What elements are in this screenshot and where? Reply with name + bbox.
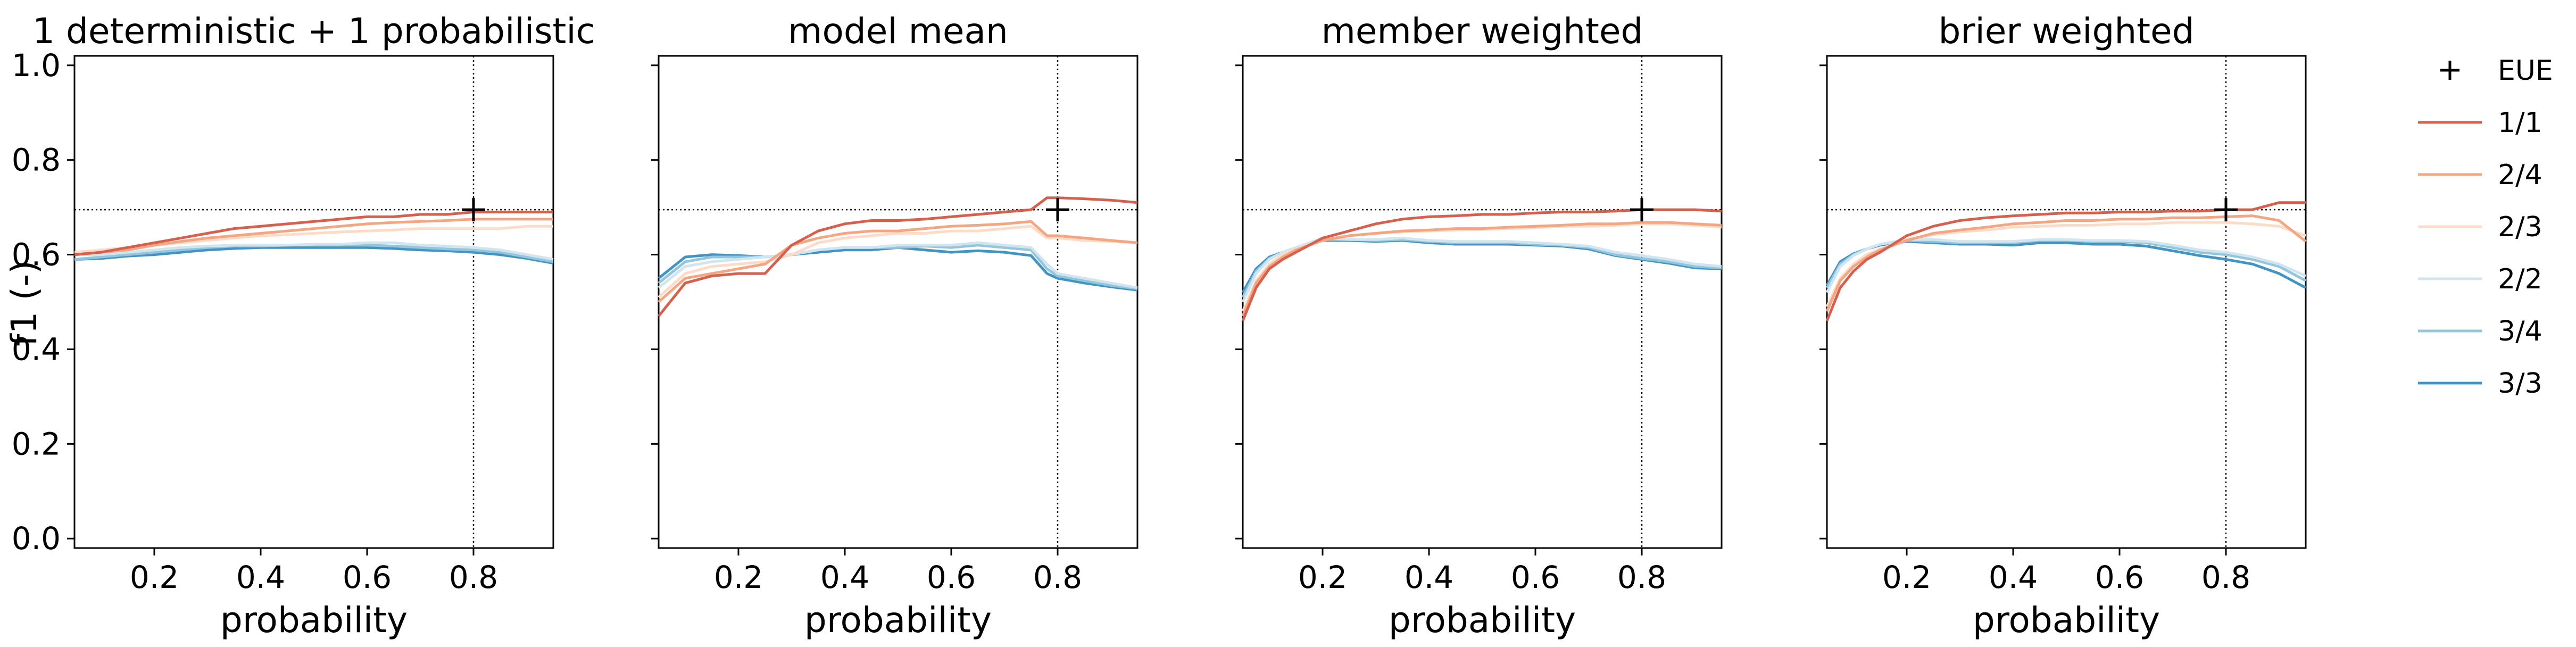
series-line-1-1 [658,196,1138,317]
x-tick-label: 0.4 [236,559,285,595]
series-line-2-2 [658,241,1138,289]
y-tick-label: 0.4 [12,331,61,367]
series-line-2-3 [1241,222,1722,312]
eue-marker [462,198,485,222]
series-line-2-4 [1241,221,1722,317]
y-tick-label: 0.6 [12,237,61,273]
x-tick-label: 0.2 [1298,559,1347,595]
x-tick-label: 0.6 [2095,559,2144,595]
panel-title: 1 deterministic + 1 probabilistic [32,11,595,52]
series-line-2-4 [1825,214,2307,312]
plot-frame [658,55,1139,549]
panel-title: member weighted [1322,11,1643,52]
series-line-2-3 [1825,221,2306,308]
legend-entry: 2/2 [2418,263,2542,295]
series-line-3-3 [1241,239,1722,293]
series-line-2-3 [658,225,1138,298]
x-tick-label: 0.8 [2201,559,2250,595]
series-line-3-4 [1241,238,1722,298]
y-tick-label: 0.2 [12,426,61,462]
legend-label: 1/1 [2498,107,2542,139]
panel-title: model mean [788,11,1008,52]
plot-frame [1826,55,2307,549]
x-tick-label: 0.6 [1511,559,1560,595]
legend-entry: 3/3 [2418,368,2542,400]
x-tick-label: 0.2 [1882,559,1931,595]
x-tick-label: 0.2 [714,559,763,595]
x-tick-label: 0.6 [343,559,392,595]
legend: EUE 1/1 2/4 2/3 2/2 3/4 3/3 [2418,55,2553,400]
series-line-2-2 [74,241,554,261]
series-line-3-4 [658,244,1138,291]
y-tick-label: 0.0 [12,520,61,557]
y-axis-label: f1 (-) [4,260,45,346]
series-line-1-1 [1241,208,1722,322]
legend-entry: 1/1 [2418,107,2542,139]
series-line-3-3 [74,246,554,265]
x-axis-label: probability [1389,600,1576,641]
x-tick-label: 0.8 [1033,559,1082,595]
x-tick-label: 0.4 [1405,559,1453,595]
panels: 0.0 0.2 0.4 0.6 0.8 1.0 0.2 0.4 0.6 0.8 probabilit… [12,11,2307,641]
series-line-3-3 [1825,240,2307,289]
panel-title: brier weighted [1938,11,2194,52]
legend-label: 3/3 [2498,368,2542,400]
legend-label: EUE [2498,55,2553,87]
plot-frame [73,55,554,549]
x-tick-label: 0.8 [1617,559,1666,595]
legend-entry: 3/4 [2418,316,2542,347]
series-line-2-4 [658,220,1138,303]
legend-label: 2/3 [2498,211,2542,243]
x-tick-label: 0.4 [1989,559,2038,595]
x-tick-label: 0.8 [449,559,498,595]
panel-1: 0.0 0.2 0.4 0.6 0.8 1.0 0.2 0.4 0.6 0.8 probabilit… [12,11,595,641]
eue-marker [1630,198,1653,222]
legend-label: 3/4 [2498,316,2542,347]
x-axis-label: probability [1973,600,2160,641]
eue-marker [1046,198,1069,222]
series-line-2-2 [1241,236,1722,303]
legend-entry: 2/3 [2418,211,2542,243]
y-tick-label: 1.0 [12,47,61,84]
legend-entry: EUE [2440,55,2553,87]
x-axis-label: probability [220,600,408,641]
x-tick-label: 0.6 [927,559,976,595]
plot-frame [1242,55,1723,549]
panel-3: 0.2 0.4 0.6 0.8 probability member weighted [1235,11,1723,641]
legend-entry: 2/4 [2418,159,2542,191]
x-axis-label: probability [804,600,992,641]
series-line-2-2 [1825,238,2307,293]
legend-label: 2/4 [2498,159,2542,191]
x-tick-label: 0.4 [820,559,869,595]
eue-marker [2214,198,2238,222]
y-tick-label: 0.8 [12,142,61,178]
series-line-3-4 [1825,239,2307,289]
series-line-3-3 [658,246,1138,292]
x-tick-label: 0.2 [130,559,179,595]
panel-2: 0.2 0.4 0.6 0.8 probability model mean [651,11,1139,641]
legend-label: 2/2 [2498,263,2542,295]
panel-4: 0.2 0.4 0.6 0.8 probability brier weighted [1819,11,2307,641]
